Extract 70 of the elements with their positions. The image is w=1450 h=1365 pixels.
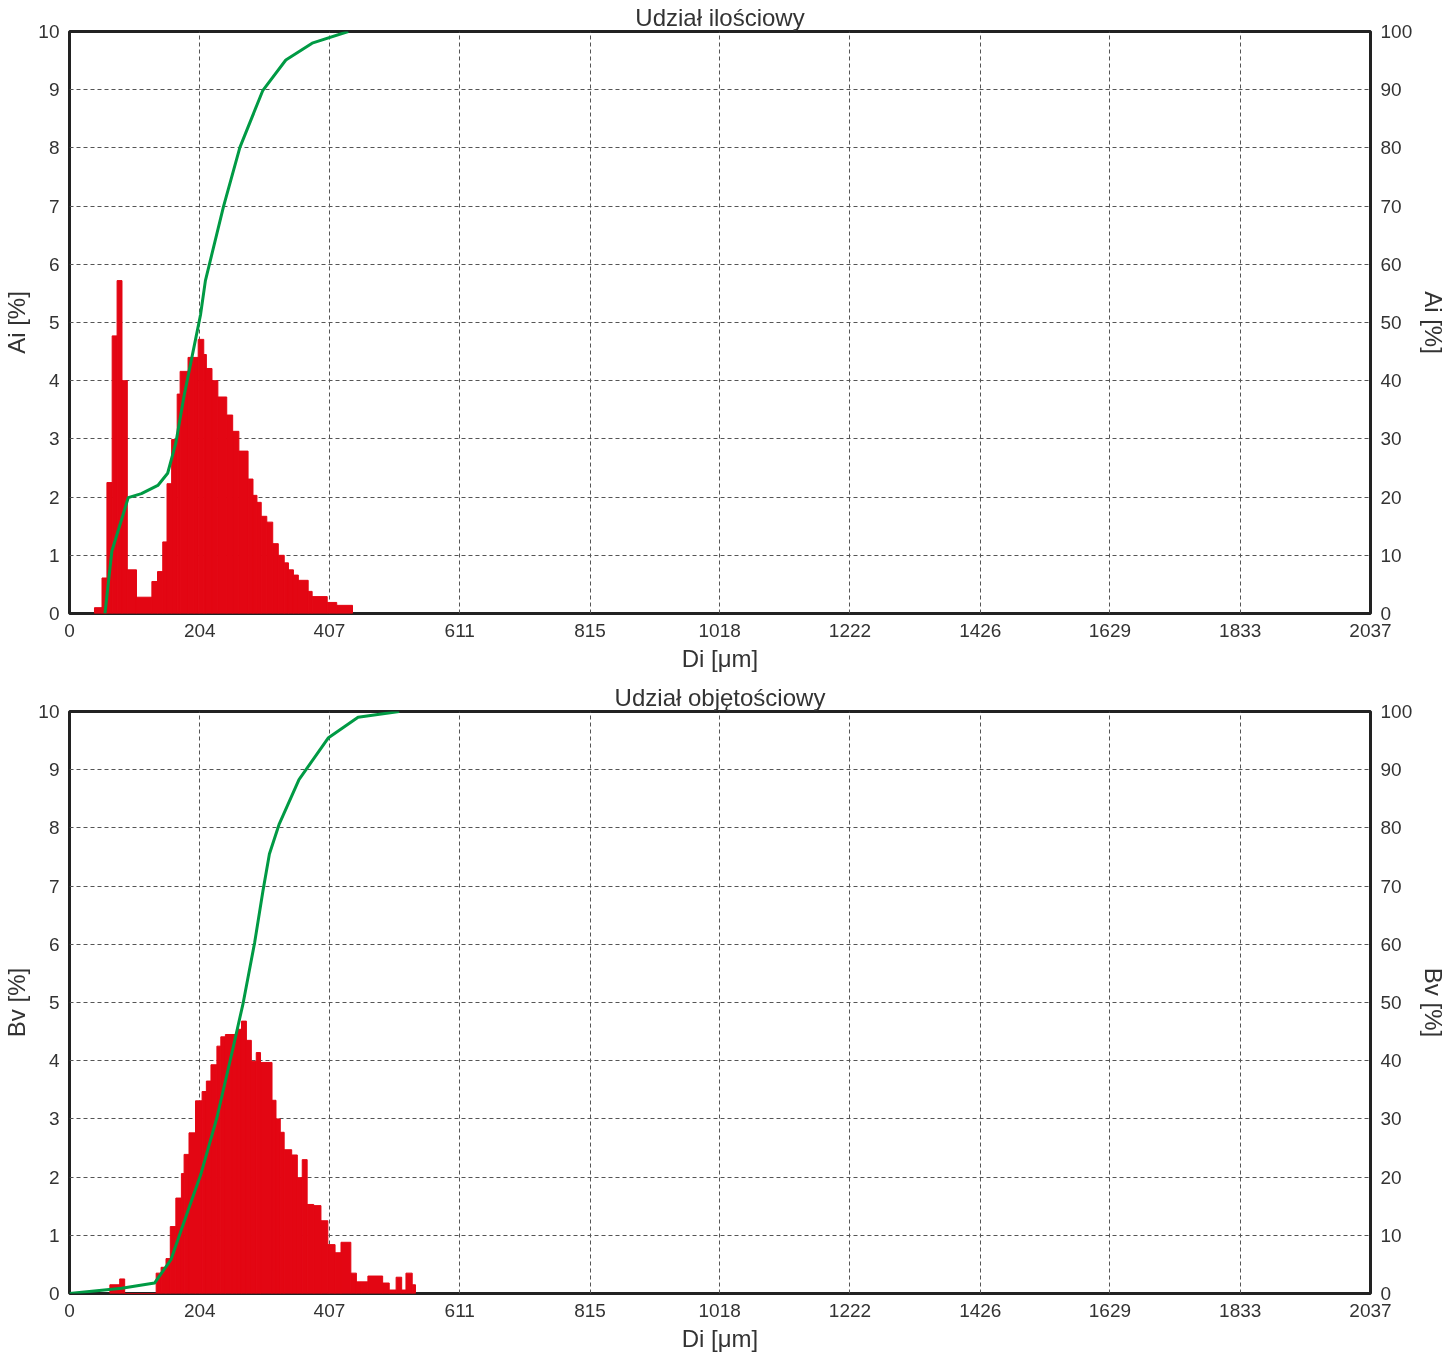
y2-tick-label: 40 — [1380, 370, 1402, 392]
y2-tick-label: 80 — [1380, 137, 1402, 159]
x-tick-label: 1833 — [1219, 619, 1262, 641]
x-tick-label: 1629 — [1088, 1299, 1132, 1321]
y2-tick-label: 30 — [1380, 428, 1402, 450]
y-tick-label: 6 — [48, 253, 60, 275]
y2-tick-label: 10 — [1380, 1224, 1402, 1246]
y-tick-label: 1 — [48, 1224, 60, 1246]
y-tick-label: 9 — [48, 79, 60, 101]
x-axis-title: Di [μm] — [681, 644, 759, 672]
y-tick-label: 4 — [48, 370, 60, 392]
y2-tick-label: 90 — [1380, 759, 1402, 781]
y2-axis-title: Bv [%] — [1420, 967, 1448, 1038]
x-tick-label: 1426 — [959, 1299, 1002, 1321]
x-tick-label: 611 — [444, 1299, 475, 1321]
y2-tick-label: 20 — [1380, 486, 1402, 508]
y2-tick-label: 10 — [1380, 544, 1402, 566]
x-axis-title: Di [μm] — [681, 1324, 759, 1352]
x-tick-label: 407 — [313, 1299, 346, 1321]
x-tick-label: 815 — [574, 619, 606, 641]
y-axis-title: Bv [%] — [3, 967, 31, 1038]
x-tick-label: 1629 — [1088, 619, 1132, 641]
y-tick-label: 3 — [48, 1108, 60, 1130]
x-tick-label: 611 — [444, 619, 475, 641]
y-tick-label: 8 — [48, 817, 60, 839]
y2-tick-label: 80 — [1380, 817, 1402, 839]
y-tick-label: 0 — [48, 603, 60, 624]
y-tick-label: 0 — [48, 1283, 60, 1304]
x-tick-label: 204 — [183, 1299, 217, 1321]
y2-tick-label: 40 — [1380, 1050, 1402, 1072]
y2-tick-label: 50 — [1380, 312, 1402, 333]
y-tick-label: 7 — [48, 195, 60, 217]
x-tick-label: 0 — [64, 1299, 75, 1321]
y-tick-label: 2 — [48, 1166, 60, 1188]
x-tick-label: 1833 — [1219, 1299, 1262, 1321]
y-tick-label: 5 — [48, 312, 60, 333]
y-tick-label: 6 — [48, 933, 60, 955]
y-axis-title: Ai [%] — [3, 291, 31, 354]
y2-axis-title: Ai [%] — [1420, 291, 1448, 354]
x-tick-label: 204 — [183, 619, 217, 641]
x-tick-label: 1018 — [698, 619, 741, 641]
x-tick-label: 407 — [313, 619, 346, 641]
x-tick-label: 1222 — [828, 1299, 872, 1321]
y-tick-label: 9 — [48, 759, 60, 781]
y2-tick-label: 60 — [1380, 933, 1402, 955]
y2-tick-label: 100 — [1380, 21, 1413, 42]
y2-tick-label: 30 — [1380, 1108, 1402, 1130]
chart-title: Udział ilościowy — [635, 3, 805, 31]
y-tick-label: 3 — [48, 428, 60, 450]
y2-tick-label: 70 — [1380, 875, 1402, 897]
y-tick-label: 4 — [48, 1050, 60, 1072]
y-tick-label: 1 — [48, 544, 60, 566]
y-tick-label: 7 — [48, 875, 60, 897]
y-tick-label: 2 — [48, 486, 60, 508]
y2-tick-label: 60 — [1380, 253, 1402, 275]
x-tick-label: 1018 — [698, 1299, 741, 1321]
y-tick-label: 5 — [48, 992, 60, 1013]
y-tick-label: 10 — [38, 701, 60, 722]
y2-tick-label: 20 — [1380, 1166, 1402, 1188]
y-tick-label: 8 — [48, 137, 60, 159]
y2-tick-label: 70 — [1380, 195, 1402, 217]
y2-tick-label: 90 — [1380, 79, 1402, 101]
y2-tick-label: 100 — [1380, 701, 1413, 722]
x-tick-label: 1426 — [959, 619, 1002, 641]
x-tick-label: 1222 — [828, 619, 872, 641]
x-tick-label: 815 — [574, 1299, 606, 1321]
x-tick-label: 0 — [64, 619, 75, 641]
y2-tick-label: 50 — [1380, 992, 1402, 1013]
chart-title: Udział objętościowy — [614, 683, 826, 711]
y-tick-label: 10 — [38, 21, 60, 42]
